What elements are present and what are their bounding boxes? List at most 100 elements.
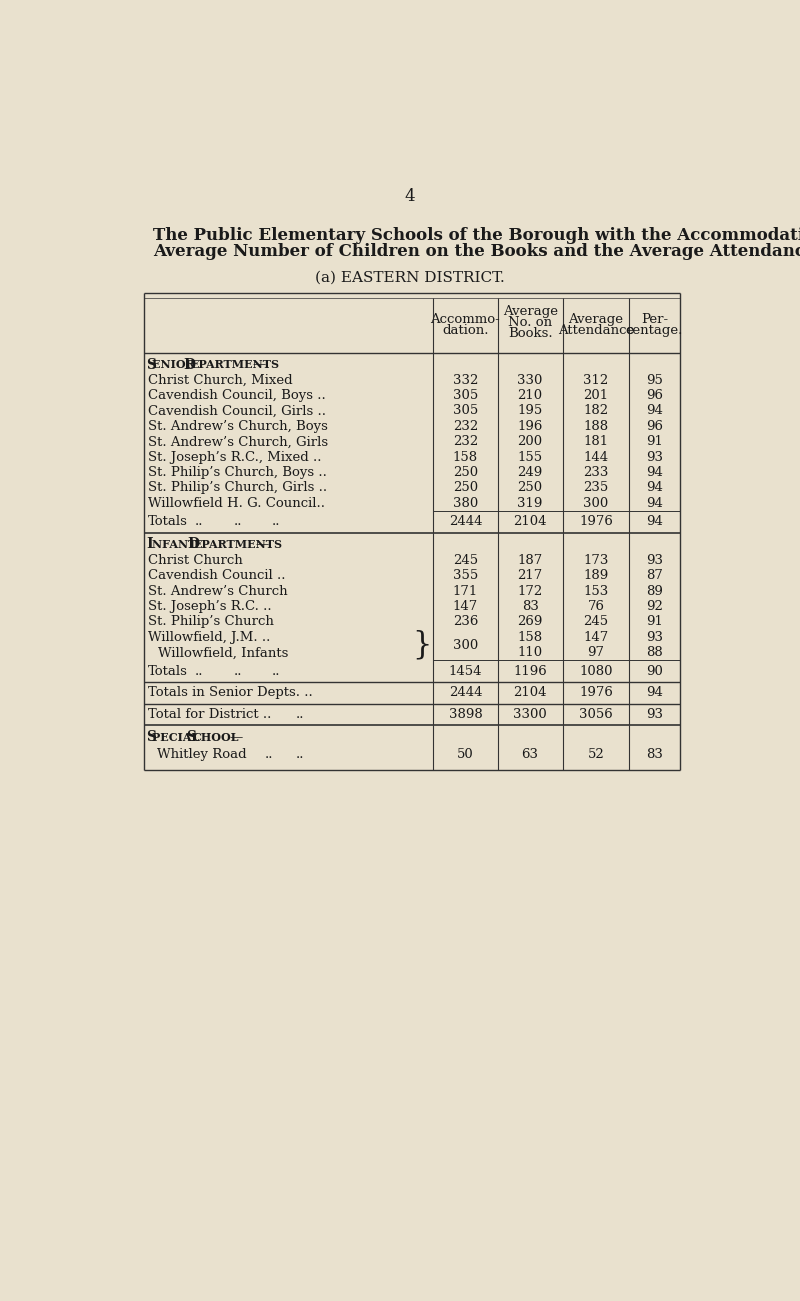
Text: 189: 189	[583, 570, 609, 583]
Text: 269: 269	[518, 615, 543, 628]
Text: 158: 158	[453, 450, 478, 463]
Text: 3300: 3300	[514, 708, 547, 721]
Text: 201: 201	[583, 389, 609, 402]
Text: 173: 173	[583, 554, 609, 567]
Text: 93: 93	[646, 708, 663, 721]
Text: 76: 76	[587, 600, 605, 613]
Text: ..: ..	[234, 515, 242, 528]
Text: 233: 233	[583, 466, 609, 479]
Text: 91: 91	[646, 615, 663, 628]
Text: Attendance: Attendance	[558, 324, 634, 337]
Text: 196: 196	[518, 420, 543, 433]
Text: ..: ..	[272, 515, 281, 528]
Text: ..: ..	[194, 515, 203, 528]
Text: 232: 232	[453, 420, 478, 433]
Text: 93: 93	[646, 631, 663, 644]
Text: 89: 89	[646, 584, 663, 597]
Text: S: S	[186, 730, 196, 744]
Text: 355: 355	[453, 570, 478, 583]
Text: NFANT: NFANT	[152, 539, 200, 550]
Text: 200: 200	[518, 436, 542, 449]
Text: 1976: 1976	[579, 687, 613, 700]
Text: 52: 52	[588, 748, 604, 761]
Text: 210: 210	[518, 389, 542, 402]
Text: Willowfield, J.M. ..: Willowfield, J.M. ..	[148, 631, 270, 644]
Text: 94: 94	[646, 405, 663, 418]
Text: 4: 4	[405, 187, 415, 204]
Text: 300: 300	[453, 639, 478, 652]
Text: 94: 94	[646, 466, 663, 479]
Text: —: —	[230, 731, 242, 744]
Text: 147: 147	[583, 631, 609, 644]
Text: ..: ..	[272, 665, 281, 678]
Text: dation.: dation.	[442, 324, 489, 337]
Text: 110: 110	[518, 647, 542, 660]
Text: —: —	[253, 358, 266, 371]
Text: 155: 155	[518, 450, 542, 463]
Text: 245: 245	[453, 554, 478, 567]
Text: 172: 172	[518, 584, 542, 597]
Text: 94: 94	[646, 481, 663, 494]
Text: Totals in Senior Depts. ..: Totals in Senior Depts. ..	[148, 687, 313, 700]
Text: 250: 250	[453, 481, 478, 494]
Text: EPARTMENTS: EPARTMENTS	[194, 539, 282, 550]
Text: Average: Average	[502, 306, 558, 319]
Text: No. on: No. on	[508, 316, 552, 329]
Text: 171: 171	[453, 584, 478, 597]
Text: 1196: 1196	[514, 665, 547, 678]
Text: 319: 319	[518, 497, 543, 510]
Text: Willowfield, Infants: Willowfield, Infants	[158, 647, 289, 660]
Text: St. Philip’s Church: St. Philip’s Church	[148, 615, 274, 628]
Text: 93: 93	[646, 450, 663, 463]
Text: 330: 330	[518, 373, 543, 386]
Text: Total for District ..: Total for District ..	[148, 708, 271, 721]
Text: ..: ..	[234, 665, 242, 678]
Text: St. Philip’s Church, Girls ..: St. Philip’s Church, Girls ..	[148, 481, 327, 494]
Text: 1454: 1454	[449, 665, 482, 678]
Text: 96: 96	[646, 389, 663, 402]
Text: Christ Church, Mixed: Christ Church, Mixed	[148, 373, 293, 386]
Text: 187: 187	[518, 554, 542, 567]
Text: The Public Elementary Schools of the Borough with the Accommodation,: The Public Elementary Schools of the Bor…	[153, 226, 800, 243]
Text: St. Andrew’s Church, Boys: St. Andrew’s Church, Boys	[148, 420, 328, 433]
Text: Willowfield H. G. Council..: Willowfield H. G. Council..	[148, 497, 325, 510]
Text: 236: 236	[453, 615, 478, 628]
Text: 245: 245	[583, 615, 609, 628]
Text: CHOOL: CHOOL	[192, 732, 238, 743]
Text: 83: 83	[522, 600, 538, 613]
Text: Christ Church: Christ Church	[148, 554, 243, 567]
Text: I: I	[146, 537, 153, 552]
Text: Books.: Books.	[508, 327, 553, 340]
Text: 235: 235	[583, 481, 609, 494]
Text: 250: 250	[453, 466, 478, 479]
Text: (a) EASTERN DISTRICT.: (a) EASTERN DISTRICT.	[315, 271, 505, 285]
Text: St. Joseph’s R.C., Mixed ..: St. Joseph’s R.C., Mixed ..	[148, 450, 322, 463]
Text: 332: 332	[453, 373, 478, 386]
Text: Whitley Road: Whitley Road	[157, 748, 246, 761]
Text: Cavendish Council, Girls ..: Cavendish Council, Girls ..	[148, 405, 326, 418]
Text: 300: 300	[583, 497, 609, 510]
Text: D: D	[187, 537, 199, 552]
Text: 2444: 2444	[449, 515, 482, 528]
Text: 182: 182	[583, 405, 609, 418]
Text: PECIAL: PECIAL	[152, 732, 203, 743]
Text: Accommo-: Accommo-	[430, 312, 500, 325]
Text: 188: 188	[583, 420, 609, 433]
Text: —: —	[255, 537, 268, 550]
Text: 94: 94	[646, 497, 663, 510]
Text: 2104: 2104	[514, 515, 547, 528]
Text: 87: 87	[646, 570, 663, 583]
Text: St. Andrew’s Church: St. Andrew’s Church	[148, 584, 288, 597]
Text: 94: 94	[646, 515, 663, 528]
Text: 93: 93	[646, 554, 663, 567]
Text: Per-: Per-	[641, 312, 668, 325]
Text: 158: 158	[518, 631, 542, 644]
Text: 88: 88	[646, 647, 663, 660]
Text: 2444: 2444	[449, 687, 482, 700]
Text: 92: 92	[646, 600, 663, 613]
Text: D: D	[184, 358, 196, 372]
Text: 2104: 2104	[514, 687, 547, 700]
Text: ..: ..	[295, 748, 304, 761]
Text: S: S	[146, 730, 157, 744]
Text: ..: ..	[295, 708, 304, 721]
